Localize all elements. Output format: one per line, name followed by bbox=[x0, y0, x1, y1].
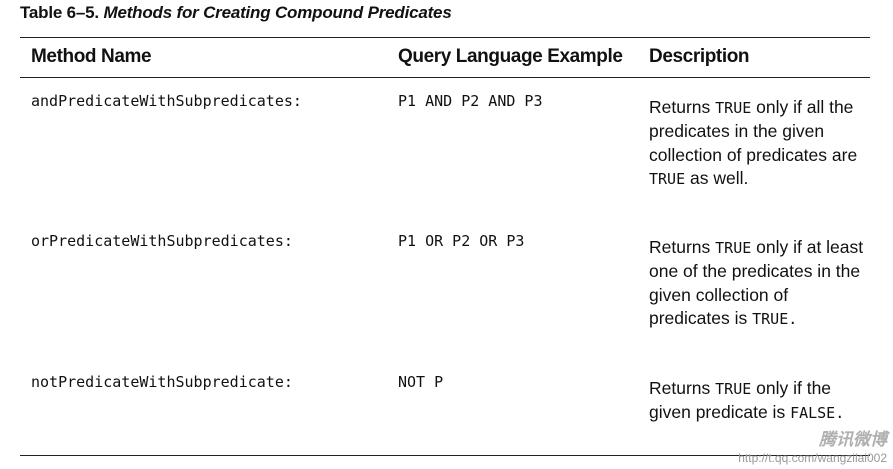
desc-text: only if all the predicates in the given … bbox=[649, 97, 858, 165]
table-top-rule bbox=[20, 37, 870, 38]
desc-code: TRUE. bbox=[752, 309, 798, 328]
watermark: 腾讯微博 http://t.qq.com/wangzilai002 bbox=[738, 425, 887, 465]
desc-code: TRUE bbox=[715, 99, 752, 117]
desc-text: as well. bbox=[685, 167, 749, 188]
desc-code: TRUE bbox=[649, 169, 686, 188]
desc-text: only if at least one of the predicates i… bbox=[649, 237, 864, 328]
method-name-cell: andPredicateWithSubpredicates: bbox=[31, 92, 302, 110]
desc-text: Returns bbox=[649, 237, 716, 257]
method-name-cell: orPredicateWithSubpredicates: bbox=[31, 232, 293, 250]
header-method-name: Method Name bbox=[31, 46, 152, 67]
query-example-cell: NOT P bbox=[398, 373, 444, 391]
caption-label: Table 6–5. bbox=[20, 3, 99, 22]
desc-text: Returns bbox=[649, 378, 716, 398]
method-name-cell: notPredicateWithSubpredicate: bbox=[31, 373, 293, 391]
desc-code: FALSE. bbox=[790, 404, 845, 423]
watermark-logo: 腾讯微博 bbox=[819, 430, 887, 449]
header-query-language-example: Query Language Example bbox=[398, 46, 623, 67]
description-cell: Returns TRUE only if all the predicates … bbox=[649, 96, 864, 191]
table-caption: Table 6–5. Methods for Creating Compound… bbox=[20, 3, 452, 23]
desc-code: TRUE bbox=[715, 239, 752, 257]
description-cell: Returns TRUE only if the given predicate… bbox=[649, 377, 864, 426]
caption-title: Methods for Creating Compound Predicates bbox=[103, 3, 452, 22]
desc-code: TRUE bbox=[715, 380, 752, 398]
table-bottom-rule bbox=[20, 455, 870, 456]
query-example-cell: P1 AND P2 AND P3 bbox=[398, 92, 543, 110]
query-example-cell: P1 OR P2 OR P3 bbox=[398, 232, 525, 250]
watermark-url: http://t.qq.com/wangzilai002 bbox=[738, 451, 887, 465]
header-description: Description bbox=[649, 46, 750, 67]
table-header-rule bbox=[20, 77, 870, 78]
description-cell: Returns TRUE only if at least one of the… bbox=[649, 236, 864, 331]
desc-text: Returns bbox=[649, 97, 716, 117]
desc-text: only if the given predicate is bbox=[649, 378, 832, 423]
